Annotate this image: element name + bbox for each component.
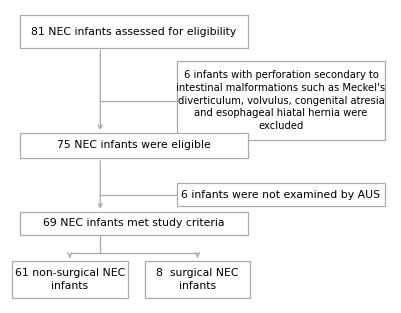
Text: 6 infants with perforation secondary to
intestinal malformations such as Meckel': 6 infants with perforation secondary to … [176,70,386,131]
FancyBboxPatch shape [20,133,248,158]
Text: 61 non-surgical NEC
infants: 61 non-surgical NEC infants [15,268,125,290]
Text: 75 NEC infants were eligible: 75 NEC infants were eligible [57,141,211,151]
FancyBboxPatch shape [20,15,248,48]
FancyBboxPatch shape [177,61,385,140]
FancyBboxPatch shape [177,183,385,206]
FancyBboxPatch shape [12,261,128,298]
Text: 69 NEC infants met study criteria: 69 NEC infants met study criteria [43,218,225,228]
FancyBboxPatch shape [146,261,249,298]
FancyBboxPatch shape [20,212,248,235]
Text: 8  surgical NEC
infants: 8 surgical NEC infants [156,268,239,290]
Text: 6 infants were not examined by AUS: 6 infants were not examined by AUS [182,190,381,199]
Text: 81 NEC infants assessed for eligibility: 81 NEC infants assessed for eligibility [31,27,236,37]
